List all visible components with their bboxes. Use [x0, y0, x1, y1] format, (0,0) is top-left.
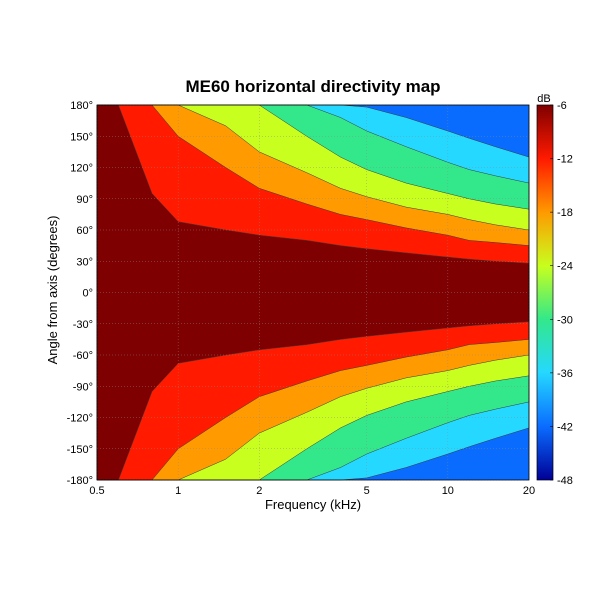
y-tick-label: -30°	[73, 319, 93, 331]
x-axis-ticks: 0.5 1 2 5 10 20	[89, 485, 535, 497]
x-tick-label: 0.5	[89, 485, 104, 497]
y-tick-label: -180°	[67, 475, 93, 487]
x-tick-label: 10	[442, 485, 454, 497]
colorbar-tick-label: -18	[557, 207, 573, 219]
y-tick-label: 150°	[70, 131, 93, 143]
y-tick-label: 180°	[70, 100, 93, 112]
y-tick-label: -150°	[67, 444, 93, 456]
colorbar: -6 -12 -18 -24 -30 -36 -42 -48	[536, 100, 573, 487]
y-tick-label: -120°	[67, 413, 93, 425]
y-axis-label: Angle from axis (degrees)	[45, 216, 60, 365]
y-tick-label: 90°	[76, 194, 93, 206]
y-axis-ticks: 180° 150° 120° 90° 60° 30° 0° -30° -60° -90° -120°…	[67, 100, 93, 487]
colorbar-gradient	[536, 104, 554, 481]
y-tick-label: 60°	[76, 225, 93, 237]
y-tick-label: -60°	[73, 350, 93, 362]
colorbar-tick-label: -6	[557, 100, 567, 112]
chart-title: ME60 horizontal directivity map	[185, 77, 440, 96]
y-tick-label: 30°	[76, 256, 93, 268]
y-tick-label: 120°	[70, 163, 93, 175]
plot-frame	[96, 104, 530, 481]
x-axis-label: Frequency (kHz)	[265, 497, 361, 512]
colorbar-tick-label: -36	[557, 368, 573, 380]
x-tick-label: 20	[523, 485, 535, 497]
colorbar-unit-label: dB	[537, 93, 550, 105]
colorbar-tick-label: -24	[557, 261, 573, 273]
x-tick-label: 5	[364, 485, 370, 497]
x-tick-label: 1	[175, 485, 181, 497]
y-tick-label: 0°	[82, 288, 93, 300]
y-tick-label: -90°	[73, 381, 93, 393]
colorbar-tick-label: -30	[557, 314, 573, 326]
colorbar-tick-label: -48	[557, 475, 573, 487]
colorbar-tick-label: -12	[557, 154, 573, 166]
x-tick-label: 2	[256, 485, 262, 497]
colorbar-tick-label: -42	[557, 421, 573, 433]
